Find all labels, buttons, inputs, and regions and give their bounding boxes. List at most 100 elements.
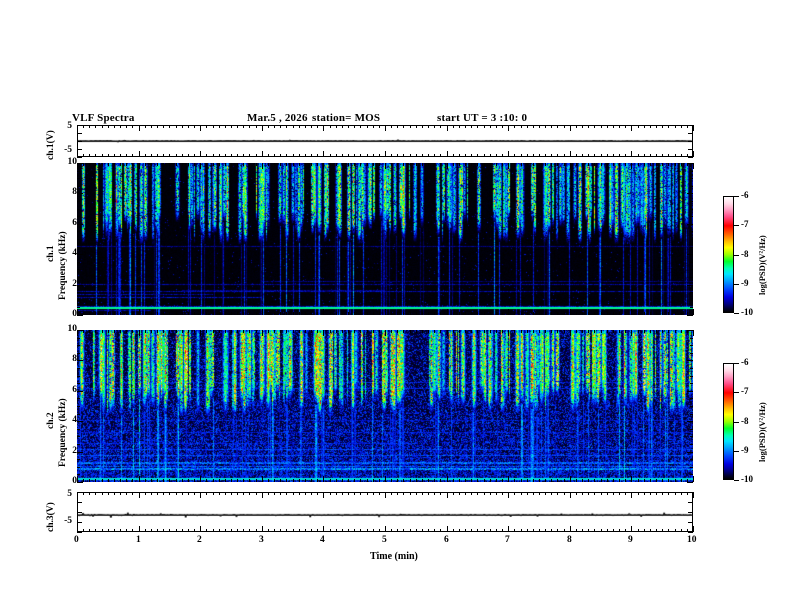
axis-tick [373,330,374,333]
axis-tick [514,312,515,315]
axis-tick [533,312,534,315]
axis-tick [280,492,281,495]
axis-tick [237,492,238,495]
axis-tick [194,154,195,157]
axis-tick [465,479,466,482]
axis-tick [77,522,82,523]
axis-tick [77,224,83,225]
axis-tick [527,163,528,166]
axis-tick [225,125,226,128]
axis-tick [132,163,133,166]
axis-tick [243,492,244,495]
axis-tick [225,492,226,495]
axis-tick [668,312,669,315]
axis-tick [77,141,82,142]
axis-tick [77,151,78,157]
axis-tick [194,312,195,315]
axis-tick [644,163,645,166]
axis-tick [533,330,534,333]
axis-tick [668,163,669,166]
axis-tick [514,330,515,333]
axis-tick [385,309,386,315]
axis-tick [465,529,466,532]
axis-tick [607,492,608,495]
axis-tick [687,154,688,157]
axis-tick [668,492,669,495]
axis-tick [687,312,688,315]
axis-tick [576,492,577,495]
axis-tick [311,479,312,482]
axis-tick [477,492,478,495]
axis-tick [662,125,663,128]
axis-tick [188,330,189,333]
axis-tick [533,529,534,532]
axis-tick [114,154,115,157]
axis-tick [139,309,140,315]
axis-tick [360,163,361,166]
axis-tick [662,479,663,482]
axis-tick [490,330,491,333]
axis-tick [262,476,263,482]
axis-tick [410,529,411,532]
axis-tick [342,312,343,315]
axis-tick [231,163,232,166]
axis-tick [373,163,374,166]
axis-tick [176,312,177,315]
axis-tick [601,154,602,157]
axis-tick [169,330,170,333]
axis-tick [182,163,183,166]
axis-tick [126,529,127,532]
axis-tick [188,163,189,166]
axis-tick [631,125,632,131]
axis-tick [496,529,497,532]
axis-tick [169,492,170,495]
ch2-freq-tick-4: 4 [72,415,77,425]
axis-tick [687,163,688,166]
axis-tick [77,157,82,158]
ch2-freq-tick-2: 2 [72,446,77,456]
ch1-colorbar-value--8: -8 [741,249,749,259]
axis-tick [188,312,189,315]
axis-tick [249,330,250,333]
axis-tick [317,312,318,315]
x-tick-6: 6 [444,535,449,545]
axis-tick [89,125,90,128]
axis-tick [490,163,491,166]
axis-tick [693,526,694,532]
axis-tick [690,467,693,468]
axis-tick [132,125,133,128]
axis-tick [465,312,466,315]
axis-tick [416,330,417,333]
axis-tick [102,125,103,128]
axis-tick [594,163,595,166]
axis-tick [77,492,78,498]
axis-tick [157,125,158,128]
axis-tick [650,125,651,128]
axis-tick [650,529,651,532]
axis-tick [169,479,170,482]
axis-tick [551,330,552,333]
station-label: station= MOS [312,112,381,124]
axis-tick [422,479,423,482]
axis-tick [690,414,693,415]
axis-tick [687,360,693,361]
axis-tick [379,154,380,157]
axis-tick [688,532,693,533]
axis-tick [410,163,411,166]
axis-tick [219,529,220,532]
axis-tick [644,125,645,128]
axis-tick [690,201,693,202]
axis-tick [213,163,214,166]
axis-tick [688,141,693,142]
colorbar-tick [734,284,739,285]
axis-tick [539,492,540,495]
axis-tick [274,125,275,128]
axis-tick [416,529,417,532]
axis-tick [397,125,398,128]
axis-tick [163,125,164,128]
axis-tick [690,398,693,399]
axis-tick [299,479,300,482]
colorbar-ch2 [723,363,734,480]
axis-tick [120,330,121,333]
x-tick-3: 3 [259,535,264,545]
